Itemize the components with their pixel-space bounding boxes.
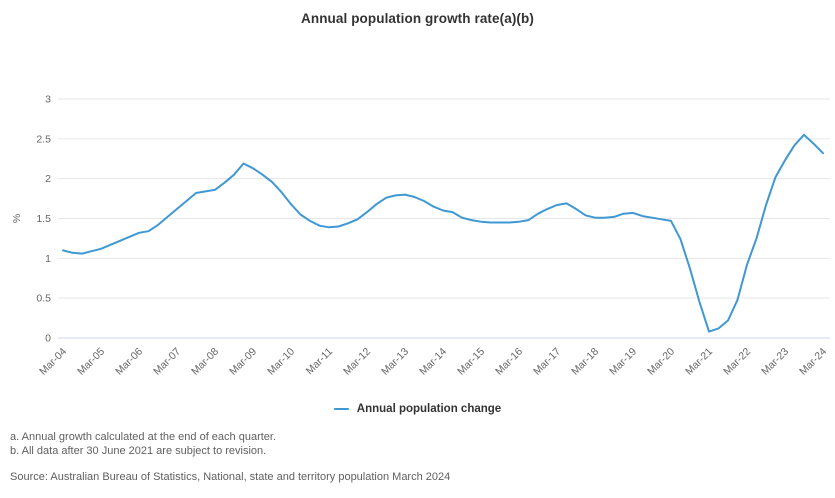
chart-legend[interactable]: Annual population change bbox=[0, 401, 835, 417]
x-tick-label: Mar-24 bbox=[797, 346, 829, 378]
source-line: Source: Australian Bureau of Statistics,… bbox=[10, 471, 451, 483]
x-tick-label: Mar-11 bbox=[304, 346, 336, 378]
x-tick-label: Mar-10 bbox=[265, 346, 297, 378]
x-tick-label: Mar-21 bbox=[683, 346, 715, 378]
x-tick-label: Mar-19 bbox=[607, 346, 639, 378]
footnotes: a. Annual growth calculated at the end o… bbox=[10, 430, 825, 458]
legend-label: Annual population change bbox=[356, 403, 502, 415]
x-tick-label: Mar-16 bbox=[493, 346, 525, 378]
x-tick-label: Mar-07 bbox=[151, 346, 183, 378]
x-tick-label: Mar-08 bbox=[189, 346, 221, 378]
x-tick-label: Mar-15 bbox=[455, 346, 487, 378]
x-tick-label: Mar-05 bbox=[75, 346, 107, 378]
y-tick-label: 1.5 bbox=[36, 213, 51, 225]
y-tick-label: 0.5 bbox=[36, 293, 51, 305]
x-tick-label: Mar-04 bbox=[37, 346, 69, 378]
y-tick-label: 0 bbox=[45, 333, 51, 345]
y-tick-label: 2.5 bbox=[36, 133, 51, 145]
x-tick-label: Mar-12 bbox=[341, 346, 373, 378]
y-axis-title: % bbox=[11, 214, 23, 223]
x-tick-label: Mar-06 bbox=[113, 346, 145, 378]
y-tick-label: 1 bbox=[45, 253, 51, 265]
x-tick-label: Mar-09 bbox=[227, 346, 259, 378]
footnote-b: b. All data after 30 June 2021 are subje… bbox=[10, 445, 267, 457]
legend-line-swatch bbox=[333, 408, 349, 410]
annual-population-change-line bbox=[62, 133, 824, 333]
footnote-a: a. Annual growth calculated at the end o… bbox=[10, 431, 277, 443]
x-tick-label: Mar-22 bbox=[721, 346, 753, 378]
x-tick-label: Mar-18 bbox=[569, 346, 601, 378]
chart-title: Annual population growth rate(a)(b) bbox=[301, 11, 534, 26]
y-tick-label: 2 bbox=[45, 173, 51, 185]
x-tick-label: Mar-14 bbox=[417, 346, 449, 378]
x-tick-label: Mar-13 bbox=[379, 346, 411, 378]
x-tick-label: Mar-17 bbox=[531, 346, 563, 378]
x-tick-label: Mar-23 bbox=[759, 346, 791, 378]
x-tick-label: Mar-20 bbox=[645, 346, 677, 378]
y-tick-label: 3 bbox=[45, 94, 51, 106]
